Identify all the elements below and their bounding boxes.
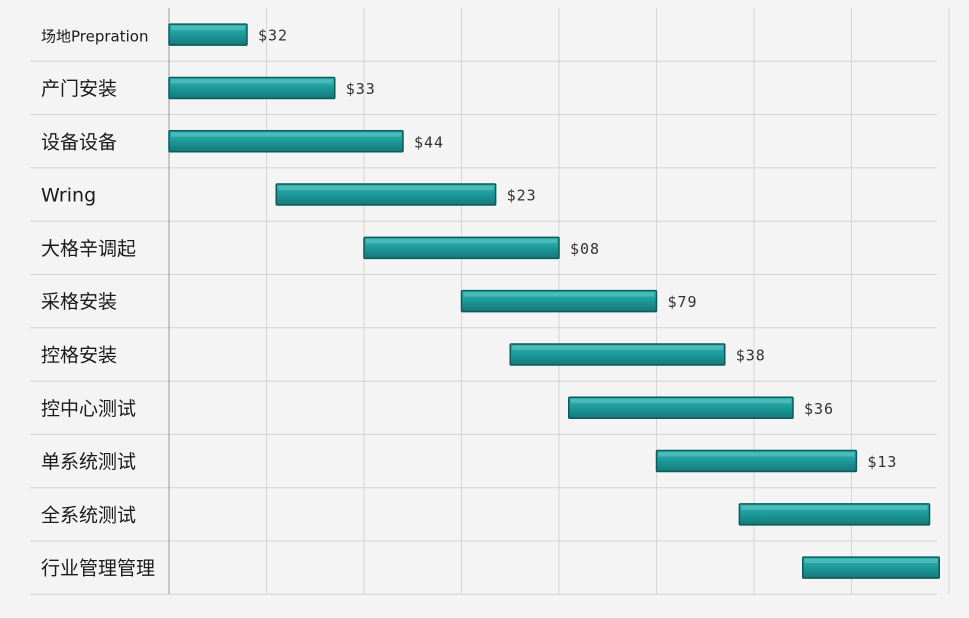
task-bar-highlight [741,505,928,510]
task-bar-highlight [171,26,245,31]
grid [30,8,950,595]
category-label: 设备设备 [41,131,117,153]
task-bar-highlight [804,559,938,564]
task-bar [568,396,794,419]
task-bar-highlight [463,292,655,297]
task-bar-highlight [171,132,401,137]
task-bar [168,130,404,153]
value-label: $79 [668,293,698,311]
value-label: $23 [507,187,537,205]
task-bar [738,503,931,526]
value-label: $38 [736,346,766,364]
task-bar-highlight [570,399,791,404]
task-bar [509,343,726,366]
value-label: $13 [867,453,897,471]
category-label: 采格安装 [41,291,117,313]
task-bar-highlight [512,345,723,350]
task-bar [655,449,858,473]
value-label: $08 [570,240,600,258]
task-bar [363,236,560,260]
category-label: 产门安装 [41,78,117,100]
task-bar [168,23,248,46]
category-label: 控中心测试 [41,398,136,420]
task-bar-highlight [658,452,855,457]
value-label: $33 [346,80,376,98]
task-bar-highlight [278,186,494,191]
category-label: 控格安装 [41,344,117,366]
value-label: $32 [258,27,288,45]
category-label: 场地Prepration [41,28,148,46]
task-bar-highlight [171,79,333,84]
value-label: $44 [414,133,444,151]
category-label: Wring [41,185,96,207]
category-label: 大格辛调起 [41,238,136,260]
task-bar [802,556,940,579]
task-bar-highlight [366,239,557,244]
value-labels: $32 $33 $44 $23 $08 $79 $38 $36 $13 [258,27,897,471]
task-bar [275,183,497,206]
task-bar [168,76,336,100]
bars [168,23,940,579]
category-label: 行业管理管理 [41,558,155,580]
task-bar [460,289,658,313]
category-label: 全系统测试 [41,504,136,526]
value-label: $36 [804,400,834,418]
category-label: 单系统测试 [41,451,136,473]
